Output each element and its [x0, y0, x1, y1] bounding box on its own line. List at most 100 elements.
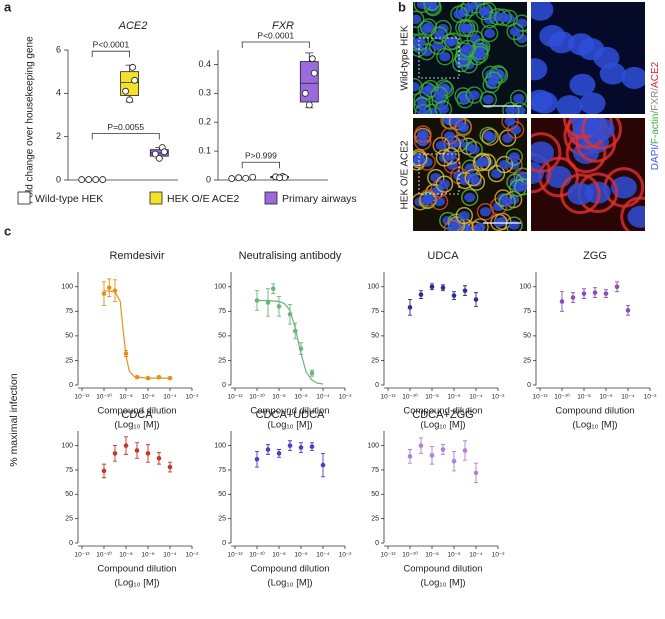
y-tick-label: 50: [523, 333, 531, 340]
y-tick-label: 75: [371, 467, 379, 474]
data-point: [309, 444, 315, 449]
nucleus: [488, 75, 500, 85]
x-tick-label: 10⁻⁴: [316, 394, 330, 401]
nucleus: [517, 182, 527, 192]
nucleus: [504, 118, 516, 126]
nucleus: [421, 86, 433, 96]
cell-membrane: [457, 19, 476, 38]
data-point: [473, 470, 479, 476]
fit-curve: [103, 290, 170, 379]
significance-label: P>0.999: [245, 150, 277, 160]
data-point: [85, 176, 93, 183]
nucleus: [464, 163, 476, 173]
data-point: [155, 154, 163, 162]
x-axis-label: (Log₁₀ [M]): [572, 420, 617, 431]
x-tick-label: 10⁻²: [492, 394, 506, 401]
x-tick-label: 10⁻⁸: [425, 552, 439, 559]
x-tick-label: 10⁻¹⁰: [249, 393, 265, 401]
significance-label: P<0.0001: [257, 30, 294, 40]
nucleus: [464, 192, 476, 203]
data-point: [287, 311, 293, 317]
data-point: [614, 284, 620, 290]
cell-membrane: [461, 188, 479, 207]
nucleus: [439, 179, 451, 189]
y-tick-label: 50: [218, 491, 226, 498]
nucleus: [502, 133, 514, 143]
y-tick-label: 0.4: [198, 59, 211, 69]
x-tick-label: 10⁻⁸: [119, 552, 133, 559]
nucleus: [484, 28, 496, 39]
x-tick-label: 10⁻⁸: [577, 394, 591, 401]
nucleus: [490, 168, 502, 179]
y-tick-label: 0: [222, 540, 226, 547]
y-tick-label: 2: [56, 131, 61, 141]
chart-title: Neutralising antibody: [239, 250, 342, 262]
data-point: [418, 292, 424, 297]
x-tick-label: 10⁻⁸: [425, 394, 439, 401]
data-point: [123, 351, 129, 356]
significance-label: P<0.0001: [93, 39, 130, 49]
nucleus: [593, 46, 620, 69]
nucleus: [435, 140, 447, 151]
nucleus: [433, 90, 445, 100]
x-tick-label: 10⁻⁶: [447, 394, 461, 401]
y-tick-label: 75: [65, 308, 73, 315]
data-point: [112, 451, 118, 456]
data-point: [78, 176, 86, 183]
cell-membrane: [414, 104, 432, 114]
y-tick-label: 0: [56, 174, 61, 184]
nucleus: [444, 37, 456, 47]
significance-bracket: [91, 50, 130, 58]
x-tick-label: 10⁻⁴: [469, 394, 483, 401]
data-point: [276, 304, 282, 309]
cell-membrane: [620, 196, 645, 231]
significance-bracket: [241, 161, 280, 169]
data-point: [462, 448, 468, 453]
y-axis-label: Fold change over housekeeping gene: [25, 36, 36, 204]
x-axis-label: Compound dilution: [555, 406, 634, 417]
data-point: [151, 150, 159, 158]
cell-membrane: [418, 82, 436, 100]
chart-title: FXR: [272, 20, 294, 32]
data-point: [320, 462, 326, 468]
nucleus: [453, 9, 465, 19]
y-tick-label: 50: [371, 491, 379, 498]
zoom-box: [418, 37, 460, 79]
data-point: [429, 284, 435, 290]
y-tick-label: 25: [218, 515, 226, 522]
cell-membrane: [430, 26, 448, 44]
nucleus: [468, 144, 480, 155]
y-tick-label: 25: [371, 515, 379, 522]
data-point: [276, 174, 284, 182]
cell-membrane: [494, 8, 512, 26]
nucleus: [414, 37, 426, 47]
y-tick-label: 75: [523, 308, 531, 315]
cell-membrane: [436, 80, 455, 99]
nucleus: [531, 58, 548, 81]
chart-title: ACE2: [118, 20, 148, 32]
x-tick-label: 10⁻²: [644, 394, 658, 401]
y-tick-label: 50: [218, 333, 226, 340]
nucleus: [468, 90, 480, 100]
data-point: [265, 447, 271, 452]
x-axis-label: Compound dilution: [403, 564, 482, 575]
data-point: [254, 456, 260, 462]
cell-membrane: [513, 178, 527, 196]
data-point: [160, 148, 168, 156]
data-point: [156, 455, 162, 461]
significance-label: P=0.0055: [107, 122, 144, 132]
y-tick-label: 100: [214, 442, 226, 449]
nucleus: [556, 95, 583, 114]
y-tick-label: 6: [56, 44, 61, 54]
data-point: [292, 328, 298, 334]
cell-membrane: [413, 10, 425, 28]
data-point: [265, 300, 271, 305]
nucleus: [508, 220, 520, 230]
cell-membrane: [413, 78, 423, 96]
data-point: [592, 290, 598, 295]
nucleus: [439, 52, 451, 62]
x-axis-label: Compound dilution: [403, 406, 482, 417]
nucleus: [478, 6, 490, 17]
chart-title: ZGG: [583, 250, 607, 262]
cell-membrane: [506, 121, 525, 139]
